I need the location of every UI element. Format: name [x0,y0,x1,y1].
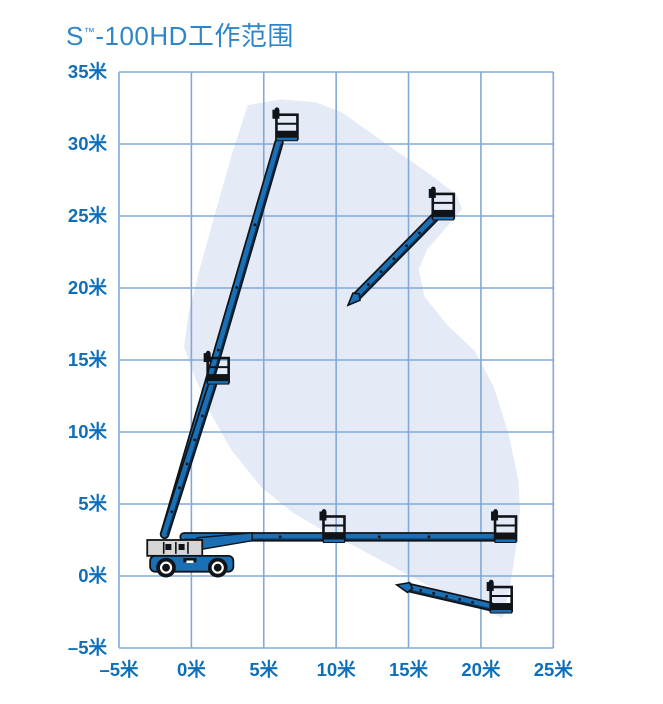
x-tick-label: 15米 [389,659,429,680]
y-tick-label: 30米 [68,133,108,154]
y-tick-label: –5米 [68,637,108,658]
y-tick-label: 35米 [68,61,108,82]
boom-75deg-retracted [159,350,230,539]
x-tick-label: 20米 [461,659,501,680]
x-tick-label: 25米 [534,659,574,680]
chassis-detail-box [183,558,197,563]
platform-basket-icon [491,509,518,543]
platform-horizontal-retracted [319,509,346,543]
wheel-icon [156,557,176,578]
x-tick-label: 10米 [317,659,357,680]
y-tick-label: 20米 [68,277,108,298]
y-tick-label: 25米 [68,205,108,226]
x-tick-label: 0米 [177,659,206,680]
y-tick-label: 10米 [68,421,108,442]
x-tick-label: –5米 [99,659,139,680]
axis-tick-labels: 35米 30米 25米 20米 15米 10米 5米 0米 –5米–5米 0米 5米 10米 15米 20… [68,61,573,680]
platform-basket-icon [272,107,299,142]
y-tick-label: 0米 [78,565,107,586]
title-model-prefix: S [66,21,84,51]
reach-envelope-area [184,99,520,618]
platform-basket-icon [486,579,513,614]
page-title: S™-100HD工作范围 [66,16,294,53]
boom-below-horizontal-section [394,579,513,614]
wheel-icon [207,557,228,578]
x-tick-label: 5米 [249,659,278,680]
platform-basket-icon [428,186,456,221]
trademark-symbol: ™ [83,26,96,39]
y-tick-label: 5米 [78,493,107,514]
boom-50deg-extended-section [346,186,456,307]
title-model-suffix: -100HD工作范围 [95,21,294,51]
platform-basket-icon [319,509,346,543]
chassis [146,532,253,578]
platform-basket-icon [203,350,230,385]
y-tick-label: 15米 [68,349,108,370]
grid-lines [118,71,555,649]
turntable-engine-box [146,539,204,557]
